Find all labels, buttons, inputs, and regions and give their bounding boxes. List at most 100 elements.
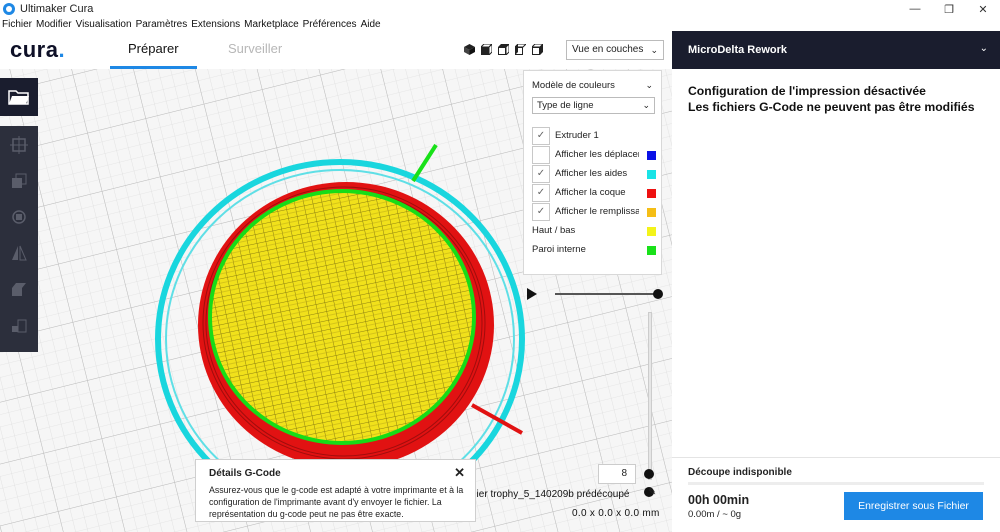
layer-slider-track[interactable]	[648, 312, 652, 480]
slice-progress-bar	[688, 482, 984, 485]
logo-dot: .	[58, 37, 66, 62]
color-scheme-panel: Modèle de couleurs ⌄ Type de ligne ⌄ ✓ E…	[523, 70, 662, 275]
stage-header: cura. Préparer Surveiller Vue en couches…	[0, 31, 672, 69]
color-swatch	[647, 208, 656, 217]
scale-icon	[12, 173, 27, 188]
rotate-tool[interactable]	[0, 200, 38, 234]
file-name-label: chier trophy_5_140209b prédécoupé	[466, 489, 630, 500]
title-bar: Ultimaker Cura — ❐ ✕	[0, 0, 1000, 18]
per-model-settings-icon	[12, 283, 26, 296]
move-icon	[10, 136, 28, 154]
gcode-popup-body: Assurez-vous que le g-code est adapté à …	[209, 485, 464, 519]
mirror-icon	[12, 245, 27, 261]
front-view-icon[interactable]	[479, 42, 494, 57]
menu-bar: Fichier Modifier Visualisation Paramètre…	[0, 18, 1000, 31]
folder-icon	[8, 90, 29, 105]
chevron-down-icon: ⌄	[642, 100, 650, 110]
line-type-select[interactable]: Type de ligne ⌄	[532, 97, 655, 114]
cura-app-icon	[3, 3, 15, 15]
minimize-button[interactable]: —	[909, 3, 921, 15]
window-title: Ultimaker Cura	[20, 3, 94, 15]
menu-view[interactable]: Visualisation	[75, 19, 132, 30]
checkbox-shell[interactable]: ✓	[532, 184, 550, 202]
path-slider-handle[interactable]	[653, 289, 663, 299]
checkbox-travels[interactable]	[532, 146, 550, 164]
legend-row-infill[interactable]: ✓ Afficher le remplissage	[532, 203, 656, 221]
layer-slider-lower-handle[interactable]	[644, 487, 654, 497]
right-view-icon[interactable]	[530, 43, 545, 55]
menu-edit[interactable]: Modifier	[36, 19, 72, 30]
color-swatch	[647, 189, 656, 198]
legend-label: Afficher la coque	[555, 187, 626, 198]
per-model-settings-tool[interactable]	[0, 272, 38, 306]
gcode-details-popup: Détails G-Code ✕ Assurez-vous que le g-c…	[195, 459, 476, 522]
logo-text: cura	[10, 37, 59, 62]
chevron-down-icon: ⌄	[650, 45, 658, 55]
model-dimensions: 0.0 x 0.0 x 0.0 mm	[572, 508, 660, 519]
color-swatch	[647, 227, 656, 236]
legend-row-top-bottom: Haut / bas	[532, 222, 656, 239]
left-view-icon[interactable]	[513, 43, 528, 55]
slice-status: Découpe indisponible	[688, 467, 792, 478]
close-icon[interactable]: ✕	[454, 465, 465, 480]
top-view-icon[interactable]	[498, 42, 510, 57]
legend-row-inner-wall: Paroi interne	[532, 241, 656, 258]
legend-row-helpers[interactable]: ✓ Afficher les aides	[532, 165, 656, 183]
checkbox-infill[interactable]: ✓	[532, 203, 550, 221]
color-swatch	[647, 151, 656, 160]
save-to-file-button[interactable]: Enregistrer sous Fichier	[844, 492, 983, 520]
tool-panel	[0, 126, 38, 352]
edit-pencil-icon[interactable]: ✎	[648, 487, 657, 498]
maximize-button[interactable]: ❐	[944, 3, 954, 16]
layer-slider-upper-handle[interactable]	[644, 469, 654, 479]
gcode-popup-title: Détails G-Code	[209, 468, 281, 479]
tab-prepare[interactable]: Préparer	[128, 41, 179, 56]
color-swatch	[647, 246, 656, 255]
legend-label: Haut / bas	[532, 225, 576, 236]
play-simulation-button[interactable]	[527, 288, 537, 300]
color-scheme-heading: Modèle de couleurs	[532, 80, 615, 91]
tab-monitor[interactable]: Surveiller	[228, 41, 283, 56]
open-file-button[interactable]	[0, 78, 38, 116]
scale-tool[interactable]	[0, 164, 38, 198]
chevron-down-icon[interactable]: ⌄	[645, 80, 653, 90]
menu-settings[interactable]: Paramètres	[135, 19, 188, 30]
checkbox-helpers[interactable]: ✓	[532, 165, 550, 183]
layer-number-input[interactable]: 8	[598, 464, 636, 484]
legend-label: Afficher les aides	[555, 168, 628, 179]
menu-preferences[interactable]: Préférences	[302, 19, 357, 30]
legend-row-extruder[interactable]: ✓ Extruder 1	[532, 127, 656, 145]
menu-extensions[interactable]: Extensions	[191, 19, 241, 30]
checkbox-extruder[interactable]: ✓	[532, 127, 550, 145]
printer-name: MicroDelta Rework	[688, 44, 788, 56]
color-swatch	[647, 170, 656, 179]
rotate-icon	[12, 210, 26, 224]
printer-selector[interactable]: MicroDelta Rework ⌄	[672, 31, 1000, 69]
3d-view-icon[interactable]	[464, 44, 475, 55]
line-type-value: Type de ligne	[537, 100, 594, 111]
view-type-select[interactable]: Vue en couches ⌄	[566, 40, 664, 60]
window-controls: — ❐ ✕	[898, 0, 1000, 18]
mirror-tool[interactable]	[0, 236, 38, 270]
support-blocker-tool[interactable]	[0, 308, 38, 342]
support-blocker-icon	[12, 319, 27, 333]
move-tool[interactable]	[0, 128, 38, 162]
cura-logo: cura.	[10, 37, 65, 63]
view-type-value: Vue en couches	[572, 44, 644, 55]
menu-help[interactable]: Aide	[360, 19, 381, 30]
menu-marketplace[interactable]: Marketplace	[244, 19, 299, 30]
settings-disabled-message: Configuration de l'impression désactivée…	[688, 83, 974, 115]
legend-label: Extruder 1	[555, 130, 599, 141]
slice-panel: Découpe indisponible 00h 00min 0.00m / ~…	[672, 457, 1000, 532]
chevron-down-icon: ⌄	[979, 43, 988, 54]
close-window-button[interactable]: ✕	[978, 3, 988, 16]
legend-label: Afficher les déplacements	[555, 149, 639, 160]
camera-view-buttons	[464, 42, 545, 57]
legend-label: Afficher le remplissage	[555, 206, 639, 217]
message-line-2: Les fichiers G-Code ne peuvent pas être …	[688, 100, 975, 114]
legend-row-travels[interactable]: Afficher les déplacements	[532, 146, 656, 164]
legend-row-shell[interactable]: ✓ Afficher la coque	[532, 184, 656, 202]
menu-file[interactable]: Fichier	[2, 19, 33, 30]
message-line-1: Configuration de l'impression désactivée	[688, 84, 926, 98]
path-slider-track[interactable]	[555, 293, 657, 295]
